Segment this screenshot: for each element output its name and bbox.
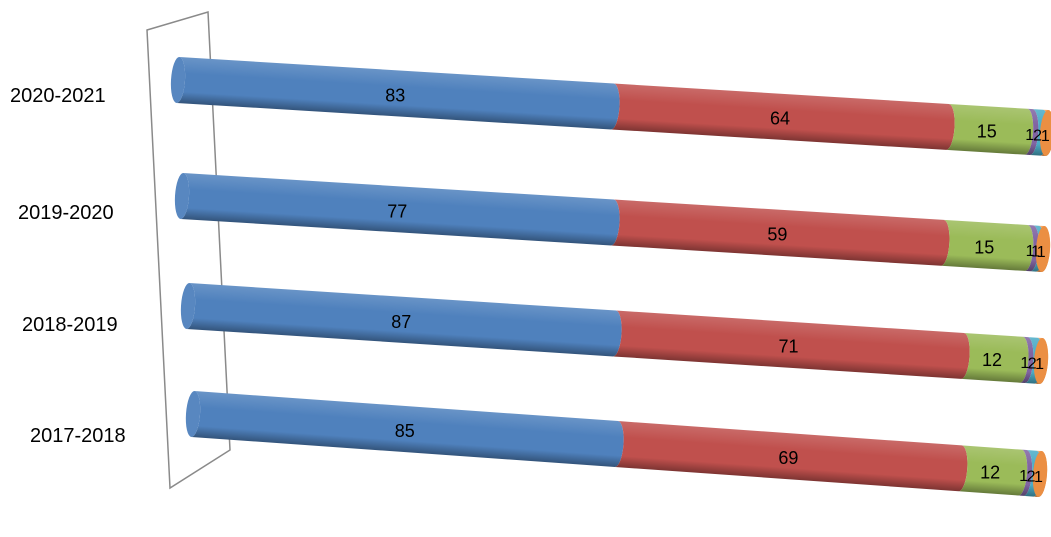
bar-row-2019-2020 [174,173,1051,272]
bar-right-cap-2017-2018 [1032,451,1048,497]
data-label-s4-2019-2020: 1 [1026,243,1035,260]
data-label-s6-2020-2021: 1 [1041,128,1050,145]
chart-back-wall [146,11,231,490]
bar-segment-s3-2017-2018 [958,445,1028,496]
bar-segment-s4-2020-2021 [1024,108,1039,156]
data-label-s6-2017-2018: 1 [1034,469,1043,486]
bar-segment-s3-2020-2021 [946,103,1034,155]
bar-segment-s1-2018-2019 [186,283,622,357]
bar-left-cap-2017-2018 [185,391,201,437]
bar-row-2017-2018 [185,391,1048,497]
data-label-s4-2018-2019: 1 [1020,355,1029,372]
data-label-s1-2019-2020: 77 [387,201,407,221]
data-label-s6-2019-2020: 1 [1037,244,1046,261]
bar-left-cap-2018-2019 [180,283,196,329]
data-label-s4-2020-2021: 1 [1025,127,1034,144]
data-label-s5-2019-2020: 1 [1031,243,1040,260]
data-label-s3-2019-2020: 15 [974,237,994,257]
data-label-s2-2018-2019: 71 [779,337,799,357]
data-label-s2-2019-2020: 59 [767,225,787,245]
bar-segment-s1-2020-2021 [176,57,620,130]
data-label-s3-2020-2021: 15 [977,121,997,141]
data-label-s3-2018-2019: 12 [982,350,1002,370]
bar-segment-s4-2017-2018 [1018,449,1033,496]
bar-left-cap-2020-2021 [170,57,186,103]
bar-segment-s2-2019-2020 [611,199,950,266]
bar-segment-s2-2018-2019 [613,310,970,379]
data-label-s6-2018-2019: 1 [1035,356,1044,373]
category-label-2017-2018: 2017-2018 [30,425,126,447]
data-label-s2-2020-2021: 64 [770,109,790,129]
bar-segment-s2-2020-2021 [611,83,955,150]
data-label-s1-2017-2018: 85 [395,421,415,441]
data-label-s3-2017-2018: 12 [980,462,1000,482]
category-label-2018-2019: 2018-2019 [22,314,118,336]
bar-segment-s1-2017-2018 [191,391,624,467]
bars-group [170,57,1051,497]
bar-row-2020-2021 [170,57,1051,156]
data-label-s1-2018-2019: 87 [391,312,411,332]
bar-right-cap-2018-2019 [1033,338,1049,384]
data-label-s5-2020-2021: 2 [1033,127,1042,144]
data-label-s5-2017-2018: 2 [1027,468,1036,485]
data-label-s1-2020-2021: 83 [385,85,405,105]
data-label-s2-2017-2018: 69 [778,448,798,468]
data-label-s4-2017-2018: 1 [1019,468,1028,485]
bar-segment-s4-2019-2020 [1024,225,1039,272]
category-label-2019-2020: 2019-2020 [18,202,114,224]
category-labels: 2017-2018 2018-2019 2019-2020 2020-2021 [10,85,126,447]
category-label-2020-2021: 2020-2021 [10,85,106,107]
bar-segment-s2-2017-2018 [614,421,968,492]
bar-right-cap-2019-2020 [1035,226,1051,272]
data-label-s5-2018-2019: 2 [1028,355,1037,372]
bar-segment-s3-2019-2020 [940,219,1034,271]
bar-segment-s4-2018-2019 [1019,336,1034,384]
bar-left-cap-2019-2020 [174,173,190,219]
bar-segment-s3-2018-2019 [961,332,1029,383]
bar-segment-s1-2019-2020 [180,173,620,246]
bar-row-2018-2019 [180,283,1049,384]
